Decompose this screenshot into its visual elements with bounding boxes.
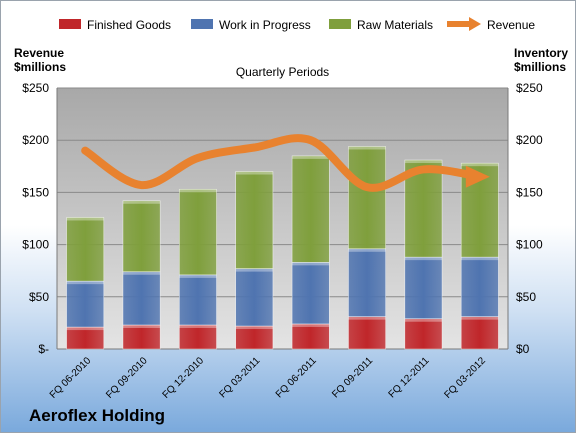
legend-swatch [191, 19, 213, 29]
right-axis-title-line1: Inventory [514, 46, 568, 60]
bar-segment [179, 188, 217, 276]
bar-segment [291, 262, 330, 325]
legend-label: Work in Progress [219, 18, 311, 32]
bar-segment-highlight [292, 323, 330, 327]
bar-segment-highlight [179, 189, 217, 193]
x-tick-label: FQ 06-2010 [48, 355, 94, 401]
bar-segment-highlight [179, 324, 217, 328]
y-tick-right: $50 [516, 290, 536, 304]
legend-line-arrow [469, 17, 481, 31]
bar-segment-highlight [235, 171, 273, 175]
bar-segment [179, 274, 217, 326]
y-tick-left: $- [38, 342, 49, 356]
bar-segment [291, 155, 330, 263]
y-tick-right: $0 [516, 342, 530, 356]
bar-segment [66, 280, 105, 328]
x-tick-label: FQ 03-2011 [217, 355, 262, 400]
bar-segment-highlight [122, 324, 161, 328]
bar-segment-highlight [122, 200, 161, 204]
bar-segment-highlight [179, 274, 217, 278]
x-tick-label: FQ 03-2012 [442, 355, 488, 401]
bar-segment [235, 325, 274, 350]
y-tick-right: $150 [516, 185, 543, 199]
x-tick-label: FQ 06-2011 [274, 355, 319, 400]
y-tick-left: $150 [22, 185, 49, 199]
legend-label: Revenue [487, 18, 535, 32]
left-axis-title-line1: Revenue [14, 46, 64, 60]
bar-segment-highlight [461, 257, 499, 261]
bar-segment [460, 256, 499, 317]
bar-segment-highlight [348, 316, 386, 320]
bar-segment-highlight [122, 271, 161, 275]
bar-segment-highlight [348, 248, 386, 252]
revenue-arrowhead [465, 165, 490, 188]
legend-label: Raw Materials [357, 18, 433, 32]
bar-segment [404, 318, 443, 350]
x-tick-label: FQ 12-2010 [161, 355, 207, 401]
bar-segment-highlight [235, 326, 273, 330]
bar-segment-highlight [404, 318, 443, 322]
bar-segment [122, 324, 161, 350]
x-tick-label: FQ 12-2011 [387, 355, 432, 400]
bar-segment [348, 248, 386, 317]
y-tick-right: $250 [516, 81, 543, 95]
bar-segment [179, 324, 217, 350]
bar-segment-highlight [348, 146, 386, 150]
legend-swatch [329, 19, 351, 29]
bar-segment [404, 256, 443, 320]
y-tick-left: $250 [22, 81, 49, 95]
y-tick-left: $200 [22, 133, 49, 147]
bar-segment-highlight [66, 281, 104, 285]
bar-segment [235, 268, 274, 327]
bar-segment [460, 316, 499, 350]
bar-segment-highlight [292, 155, 330, 159]
legend-label: Finished Goods [87, 18, 171, 32]
right-axis-title-line2: $millions [514, 60, 566, 74]
bar-segment-highlight [66, 327, 104, 331]
x-tick-label: FQ 09-2010 [104, 355, 150, 401]
bar-segment [66, 217, 105, 282]
bar-segment-highlight [404, 257, 443, 261]
x-tick-label: FQ 09-2011 [330, 355, 375, 400]
left-axis-title-line2: $millions [14, 60, 66, 74]
bar-segment [348, 316, 386, 350]
bar-segment-highlight [66, 217, 104, 221]
chart-subtitle: Quarterly Periods [236, 65, 329, 79]
revenue-line [81, 134, 484, 192]
y-tick-right: $100 [516, 238, 543, 252]
y-tick-left: $50 [29, 290, 49, 304]
legend-swatch [59, 19, 81, 29]
bar-segment-highlight [461, 316, 499, 320]
y-tick-left: $100 [22, 238, 49, 252]
bar-segment-highlight [235, 268, 273, 272]
company-name: Aeroflex Holding [29, 406, 165, 425]
bar-segment [348, 146, 386, 250]
bar-segment [122, 271, 161, 326]
bar-segment-highlight [461, 163, 499, 167]
bar-segment-highlight [404, 160, 443, 164]
bar-segment [291, 323, 330, 350]
bar-segment [122, 200, 161, 273]
bar-segment [66, 326, 105, 350]
y-tick-right: $200 [516, 133, 543, 147]
bar-segment [235, 171, 274, 269]
bar-segment-highlight [292, 262, 330, 266]
